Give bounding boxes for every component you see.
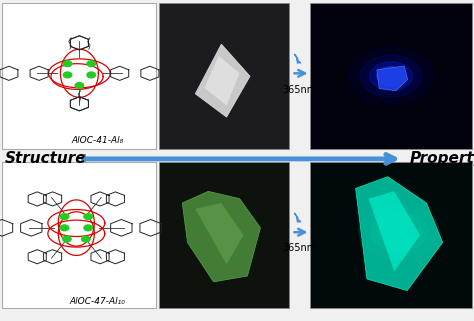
- Bar: [2, 162, 156, 308]
- Polygon shape: [368, 191, 420, 272]
- Circle shape: [63, 72, 72, 78]
- Circle shape: [75, 82, 84, 88]
- Circle shape: [84, 214, 92, 220]
- Circle shape: [359, 205, 439, 259]
- Text: Structure: Structure: [5, 152, 86, 166]
- Text: 365nm: 365nm: [283, 243, 317, 254]
- Circle shape: [60, 214, 69, 220]
- Circle shape: [360, 55, 422, 97]
- Polygon shape: [204, 56, 240, 105]
- Circle shape: [63, 61, 72, 66]
- Bar: [159, 3, 289, 149]
- Circle shape: [371, 213, 428, 251]
- Polygon shape: [182, 191, 261, 282]
- Circle shape: [348, 47, 434, 105]
- Bar: [310, 162, 472, 308]
- Bar: [310, 3, 472, 149]
- Polygon shape: [356, 177, 443, 291]
- Polygon shape: [195, 44, 250, 117]
- Circle shape: [377, 67, 405, 86]
- Circle shape: [87, 72, 96, 78]
- Bar: [159, 162, 289, 308]
- Polygon shape: [294, 213, 301, 222]
- Polygon shape: [294, 54, 301, 63]
- Text: AlOC-47-Al₁₀: AlOC-47-Al₁₀: [70, 297, 126, 306]
- Circle shape: [60, 225, 69, 231]
- Text: Property: Property: [410, 152, 474, 166]
- Circle shape: [84, 225, 92, 231]
- Circle shape: [82, 236, 90, 242]
- Circle shape: [87, 61, 96, 66]
- Circle shape: [370, 62, 412, 91]
- Polygon shape: [195, 203, 244, 265]
- Circle shape: [63, 236, 71, 242]
- Text: 365nm: 365nm: [283, 84, 317, 95]
- Bar: [2, 3, 156, 149]
- Polygon shape: [377, 66, 408, 91]
- Text: AlOC-41-Al₈: AlOC-41-Al₈: [72, 136, 124, 145]
